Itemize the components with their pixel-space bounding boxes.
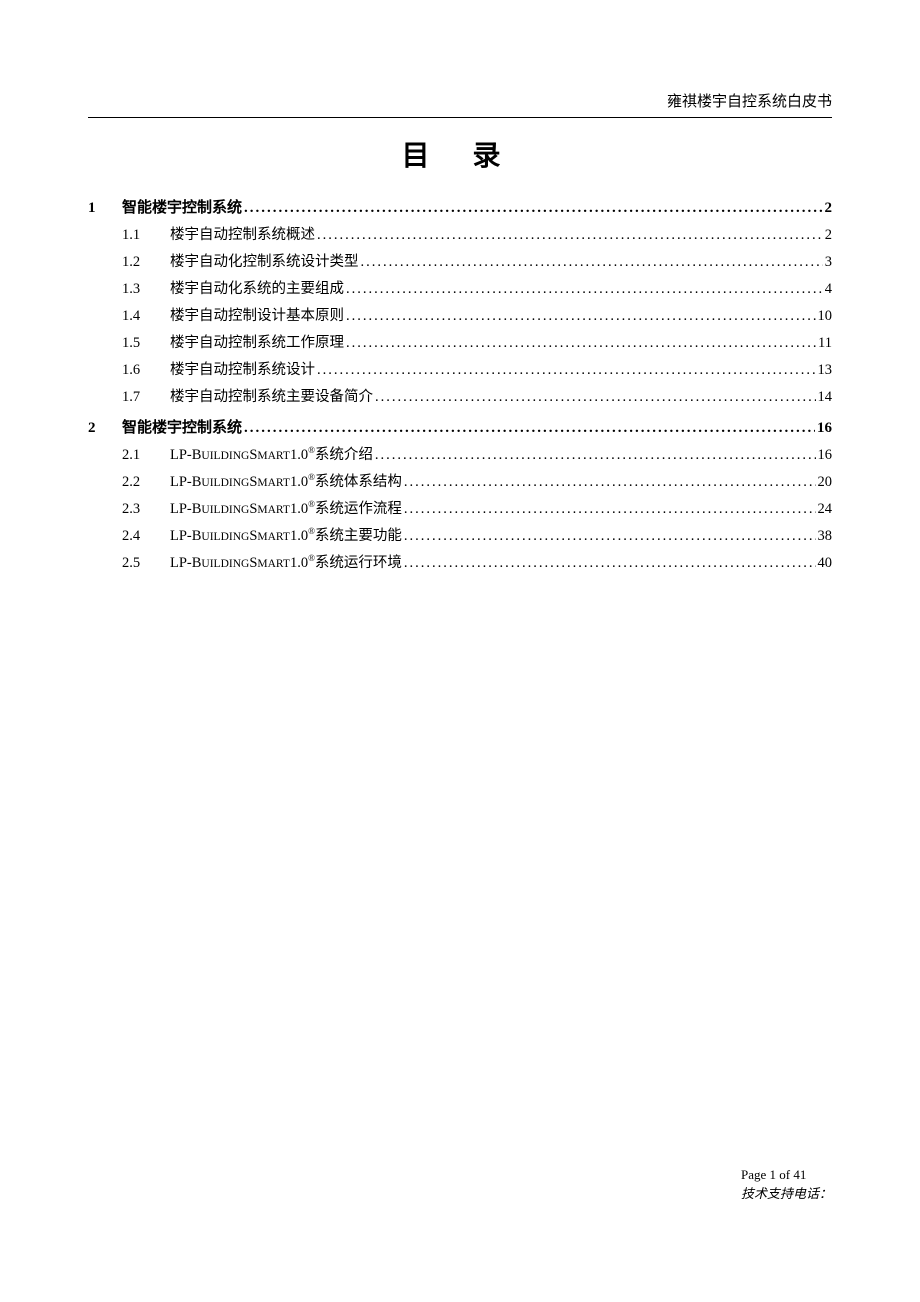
toc-item: 1.6楼宇自动控制系统设计...........................… [122, 358, 832, 379]
toc-item-label: 楼宇自动化控制系统设计类型 [170, 250, 359, 271]
toc-item-page: 11 [818, 335, 832, 352]
toc-item: 2.3LP-BUILDINGSMART1.0®系统运作流程...........… [122, 497, 832, 518]
toc-item-page: 13 [818, 362, 833, 379]
toc-item-page: 10 [818, 308, 833, 325]
toc-item-page: 2 [825, 227, 832, 244]
toc-leader-dots: ........................................… [375, 389, 816, 406]
support-phone-label: 技术支持电话： [741, 1183, 832, 1202]
toc-item-number: 1.3 [122, 281, 170, 298]
registered-icon: ® [308, 553, 315, 563]
toc-leader-dots: ........................................… [361, 254, 823, 271]
toc-leader-dots: ........................................… [346, 308, 816, 325]
toc-leader-dots: ........................................… [404, 501, 816, 518]
toc-leader-dots: ........................................… [317, 227, 823, 244]
toc-item-page: 40 [818, 555, 833, 572]
toc-item: 1.4楼宇自动控制设计基本原则.........................… [122, 304, 832, 325]
toc-section: 2智能楼宇控制系统...............................… [88, 416, 832, 437]
toc-item-label: 楼宇自动化系统的主要组成 [170, 277, 344, 298]
toc-item-number: 1.1 [122, 227, 170, 244]
toc-title: 目 录 [88, 134, 832, 174]
toc-section-label: 智能楼宇控制系统 [122, 196, 242, 217]
toc-leader-dots: ........................................… [346, 281, 823, 298]
page-footer: Page 1 of 41 技术支持电话： [741, 1167, 832, 1202]
toc-item-label: 楼宇自动控制系统设计 [170, 358, 315, 379]
toc-leader-dots: ........................................… [404, 555, 816, 572]
toc-item-label: 楼宇自动控制系统主要设备简介 [170, 385, 373, 406]
toc-item: 1.3楼宇自动化系统的主要组成.........................… [122, 277, 832, 298]
toc-item-label: LP-BUILDINGSMART1.0®系统运作流程 [170, 497, 402, 518]
toc-leader-dots: ........................................… [404, 528, 816, 545]
page-number: Page 1 of 41 [741, 1167, 832, 1183]
toc-item-label: LP-BUILDINGSMART1.0®系统体系结构 [170, 470, 402, 491]
toc-item-number: 1.7 [122, 389, 170, 406]
toc-leader-dots: ........................................… [244, 420, 815, 437]
toc-section-page: 2 [825, 200, 833, 217]
toc-item-page: 20 [818, 474, 833, 491]
toc-leader-dots: ........................................… [346, 335, 816, 352]
toc-item-label: 楼宇自动控制设计基本原则 [170, 304, 344, 325]
toc-leader-dots: ........................................… [244, 200, 822, 217]
toc-item-number: 1.6 [122, 362, 170, 379]
toc-section-label: 智能楼宇控制系统 [122, 416, 242, 437]
toc-item-label: LP-BUILDINGSMART1.0®系统主要功能 [170, 524, 402, 545]
toc-item: 2.1LP-BUILDINGSMART1.0®系统介绍.............… [122, 443, 832, 464]
toc-item-page: 38 [818, 528, 833, 545]
toc-item-page: 14 [818, 389, 833, 406]
toc-item-number: 2.4 [122, 528, 170, 545]
registered-icon: ® [308, 445, 315, 455]
toc-item-label: 楼宇自动控制系统概述 [170, 223, 315, 244]
toc-item-label: LP-BUILDINGSMART1.0®系统介绍 [170, 443, 373, 464]
toc-container: 1智能楼宇控制系统...............................… [88, 196, 832, 572]
toc-item: 1.1楼宇自动控制系统概述...........................… [122, 223, 832, 244]
toc-item: 2.5LP-BUILDINGSMART1.0®系统运行环境...........… [122, 551, 832, 572]
toc-item-page: 24 [818, 501, 833, 518]
toc-item-page: 16 [818, 447, 833, 464]
registered-icon: ® [308, 526, 315, 536]
toc-item: 2.4LP-BUILDINGSMART1.0®系统主要功能...........… [122, 524, 832, 545]
registered-icon: ® [308, 499, 315, 509]
toc-section-number: 1 [88, 200, 122, 217]
toc-leader-dots: ........................................… [375, 447, 816, 464]
toc-item: 1.7楼宇自动控制系统主要设备简介.......................… [122, 385, 832, 406]
toc-item-page: 3 [825, 254, 832, 271]
toc-leader-dots: ........................................… [404, 474, 816, 491]
toc-item: 2.2LP-BUILDINGSMART1.0®系统体系结构...........… [122, 470, 832, 491]
registered-icon: ® [308, 472, 315, 482]
toc-item-number: 1.4 [122, 308, 170, 325]
toc-section-number: 2 [88, 420, 122, 437]
page-header-title: 雍祺楼宇自控系统白皮书 [88, 90, 832, 118]
toc-section-page: 16 [817, 420, 832, 437]
toc-item-number: 2.1 [122, 447, 170, 464]
toc-leader-dots: ........................................… [317, 362, 816, 379]
toc-section: 1智能楼宇控制系统...............................… [88, 196, 832, 217]
toc-item: 1.5楼宇自动控制系统工作原理.........................… [122, 331, 832, 352]
toc-item-number: 2.5 [122, 555, 170, 572]
toc-item-page: 4 [825, 281, 832, 298]
toc-item-number: 1.5 [122, 335, 170, 352]
toc-item-number: 2.3 [122, 501, 170, 518]
toc-item-label: 楼宇自动控制系统工作原理 [170, 331, 344, 352]
toc-item-label: LP-BUILDINGSMART1.0®系统运行环境 [170, 551, 402, 572]
toc-item: 1.2楼宇自动化控制系统设计类型........................… [122, 250, 832, 271]
toc-item-number: 2.2 [122, 474, 170, 491]
toc-item-number: 1.2 [122, 254, 170, 271]
